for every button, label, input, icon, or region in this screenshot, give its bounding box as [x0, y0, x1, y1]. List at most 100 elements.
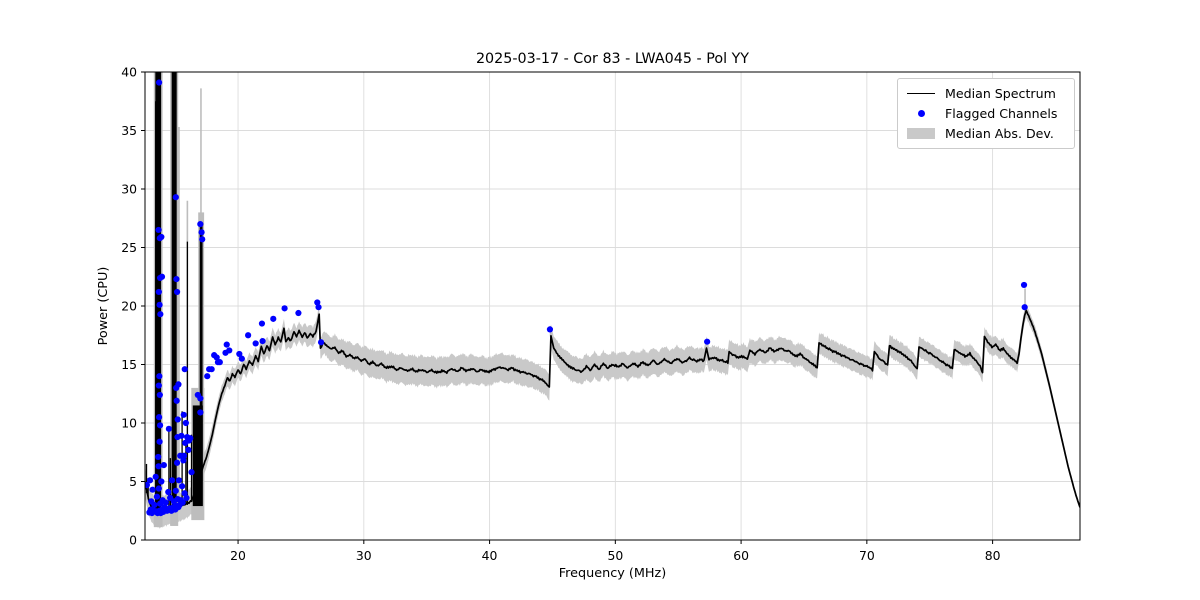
flagged-channel-dot [156, 391, 163, 399]
legend-row-median-spectrum: Median Spectrum [906, 85, 1066, 102]
flagged-channel-dot [155, 79, 163, 86]
flagged-channel-dot [295, 309, 302, 317]
flagged-channel-dot [317, 339, 325, 346]
rfi-spike-column [199, 224, 203, 482]
flagged-channel-dot [153, 493, 161, 500]
flagged-channel-dot [226, 347, 233, 354]
y-tick-label: 30 [121, 181, 137, 196]
flagged-channel-dot [175, 381, 182, 388]
y-tick-label: 5 [129, 474, 137, 489]
x-tick-label: 40 [482, 548, 498, 563]
flagged-channel-dot [197, 221, 204, 228]
flagged-channel-dot [152, 473, 159, 480]
y-tick-label: 35 [121, 123, 137, 138]
plot-border [144, 71, 1081, 541]
flagged-channel-dot [315, 304, 322, 311]
flagged-channel-dot [204, 373, 211, 380]
flagged-channel-dot [155, 463, 162, 470]
median-abs-dev-patch-icon [906, 128, 936, 139]
flagged-channel-dot [155, 485, 162, 492]
flagged-channel-dot [179, 499, 186, 506]
flagged-channel-dot [174, 433, 181, 441]
legend-label: Median Spectrum [945, 86, 1056, 101]
flagged-channel-dot [175, 477, 183, 484]
flagged-channel-dot [546, 326, 554, 333]
flagged-channel-dot [704, 338, 711, 345]
flagged-channel-dot [173, 288, 181, 296]
flagged-channel-dot-icon [906, 110, 936, 117]
flagged-channel-dot [223, 341, 230, 348]
rfi-spike-column [171, 72, 177, 512]
flagged-channel-dot [198, 229, 205, 236]
flagged-channel-dot [151, 501, 158, 508]
flagged-channel-dot [173, 275, 180, 283]
flagged-channel-dot [155, 226, 162, 234]
flagged-channel-dot [181, 366, 188, 373]
flagged-channel-dot [281, 305, 288, 312]
y-tick-label: 10 [121, 415, 137, 430]
axes-ticks: 20 30 40 50 60 70 80 0 5 10 15 20 25 30 35 40 [121, 64, 1000, 563]
legend-row-flagged-channels: Flagged Channels [906, 105, 1066, 122]
median-abs-dev-band [145, 303, 1080, 529]
flagged-channel-dot [259, 338, 266, 345]
y-axis-label: Power (CPU) [96, 267, 111, 346]
x-tick-label: 60 [733, 548, 749, 563]
flagged-channel-dot [174, 416, 181, 423]
flagged-channel-dot [156, 373, 163, 380]
y-tick-label: 40 [121, 64, 137, 79]
flagged-channel-dot [208, 366, 215, 373]
flagged-channel-dot [146, 477, 154, 484]
legend-label: Flagged Channels [945, 106, 1058, 121]
flagged-channel-dot [181, 490, 188, 497]
flagged-channel-dot [155, 414, 163, 421]
flagged-channel-dot [199, 236, 206, 243]
legend: Median Spectrum Flagged Channels Median … [897, 78, 1075, 149]
y-tick-label: 20 [121, 298, 137, 313]
x-tick-label: 50 [607, 548, 623, 563]
median-spectrum-line-icon [906, 93, 936, 94]
flagged-channel-dot [270, 315, 277, 322]
flagged-channel-dot [172, 487, 179, 494]
plot-content [145, 72, 1080, 529]
flagged-channel-dot [180, 452, 188, 459]
x-tick-label: 80 [985, 548, 1001, 563]
flagged-channel-dot [155, 288, 162, 296]
flagged-channel-dot [168, 477, 176, 484]
flagged-channel-dot [238, 355, 245, 362]
flagged-channel-dot [165, 488, 172, 496]
flagged-channel-dot [179, 483, 186, 490]
flagged-channel-dot [158, 273, 166, 280]
flagged-channel-dot [145, 481, 150, 489]
chart-title: 2025-03-17 - Cor 83 - LWA045 - Pol YY [476, 51, 749, 67]
flagged-channel-dot [155, 453, 162, 461]
flagged-channel-dot [156, 422, 164, 429]
flagged-channel-dot [236, 350, 243, 358]
x-tick-label: 20 [230, 548, 246, 563]
flagged-channel-dot [162, 499, 169, 506]
flagged-channel-dot [197, 409, 204, 416]
x-tick-label: 30 [356, 548, 372, 563]
flagged-channel-dot [183, 494, 190, 501]
y-tick-label: 25 [121, 240, 137, 255]
flagged-channel-dot [187, 435, 194, 442]
flagged-channel-dot [157, 311, 164, 318]
flagged-channel-dot [158, 478, 165, 485]
flagged-channel-dot [314, 299, 321, 306]
flagged-channel-dot [216, 359, 223, 366]
flagged-channel-dot [197, 395, 204, 402]
flagged-channel-dot [165, 425, 172, 432]
flagged-channel-dot [252, 340, 259, 347]
flagged-channel-dot [155, 382, 162, 389]
y-tick-label: 15 [121, 357, 137, 372]
flagged-channel-dot [172, 194, 179, 201]
flagged-channel-dot [173, 459, 181, 466]
y-tick-label: 0 [129, 532, 137, 547]
flagged-channel-dot [213, 354, 220, 361]
legend-label: Median Abs. Dev. [945, 126, 1054, 141]
flagged-channel-dot [156, 438, 163, 445]
flagged-channel-dot [173, 397, 180, 404]
rfi-spike-column [192, 405, 203, 507]
flagged-channel-dot [258, 320, 266, 327]
